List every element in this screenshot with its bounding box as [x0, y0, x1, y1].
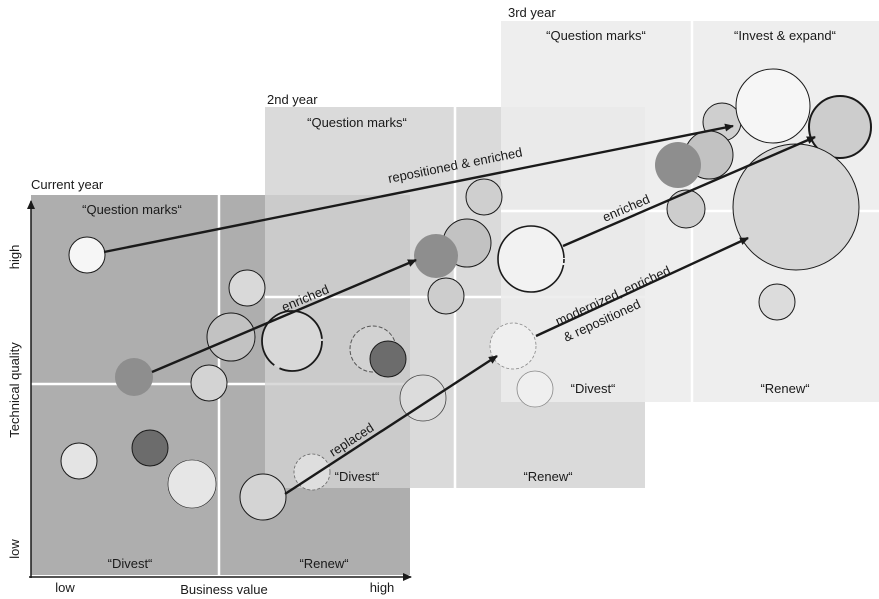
application-circle: [497, 225, 565, 293]
third-question-marks-label: “Question marks“: [546, 28, 646, 43]
y-axis-label: Technical quality: [7, 342, 22, 438]
modernized-arrow: [535, 236, 749, 338]
axes: Technical quality high low Business valu…: [7, 200, 412, 597]
application-circle: [489, 322, 537, 370]
third-renew-label: “Renew“: [760, 381, 809, 396]
second-question-marks-label: “Question marks“: [307, 115, 407, 130]
y-axis-low: low: [7, 539, 22, 559]
enriched-arrow-2: [562, 135, 816, 248]
application-circle: [655, 142, 701, 188]
second-renew-label: “Renew“: [523, 469, 572, 484]
application-circle: [115, 358, 153, 396]
current-divest-label: “Divest“: [108, 556, 153, 571]
application-circle: [167, 459, 217, 509]
x-axis-high: high: [370, 580, 395, 595]
current-year-title: Current year: [31, 177, 104, 192]
third-invest-expand-label: “Invest & expand“: [734, 28, 836, 43]
current-renew-label: “Renew“: [299, 556, 348, 571]
y-axis-high: high: [7, 245, 22, 270]
third-year-title: 3rd year: [508, 5, 556, 20]
repositioned-enriched-arrow: [103, 123, 734, 254]
application-circle: [399, 374, 447, 422]
current-question-marks-label: “Question marks“: [82, 202, 182, 217]
application-circle: [369, 340, 407, 378]
third-divest-label: “Divest“: [571, 381, 616, 396]
current-year-applications: [60, 236, 287, 521]
transition-arrows: [103, 123, 816, 496]
application-circle: [131, 429, 169, 467]
application-circle: [228, 269, 266, 307]
application-circle: [206, 312, 256, 362]
application-circle: [666, 189, 706, 229]
application-circle: [516, 370, 554, 408]
second-year-applications: [261, 178, 503, 491]
application-circle: [190, 364, 228, 402]
x-axis-low: low: [55, 580, 75, 595]
application-circle: [808, 95, 872, 159]
application-circle: [414, 234, 458, 278]
replaced-arrow: [284, 354, 498, 496]
application-circle: [465, 178, 503, 216]
application-circle: [732, 143, 860, 271]
application-circle: [68, 236, 106, 274]
application-circle: [261, 310, 323, 372]
third-year-applications: [489, 68, 872, 408]
second-year-title: 2nd year: [267, 92, 318, 107]
x-axis-label: Business value: [180, 582, 267, 597]
second-divest-label: “Divest“: [335, 469, 380, 484]
application-circle: [758, 283, 796, 321]
application-circle: [735, 68, 811, 144]
application-circle: [60, 442, 98, 480]
application-circle: [239, 473, 287, 521]
application-circle: [427, 277, 465, 315]
enriched-arrow-1: [151, 258, 417, 374]
